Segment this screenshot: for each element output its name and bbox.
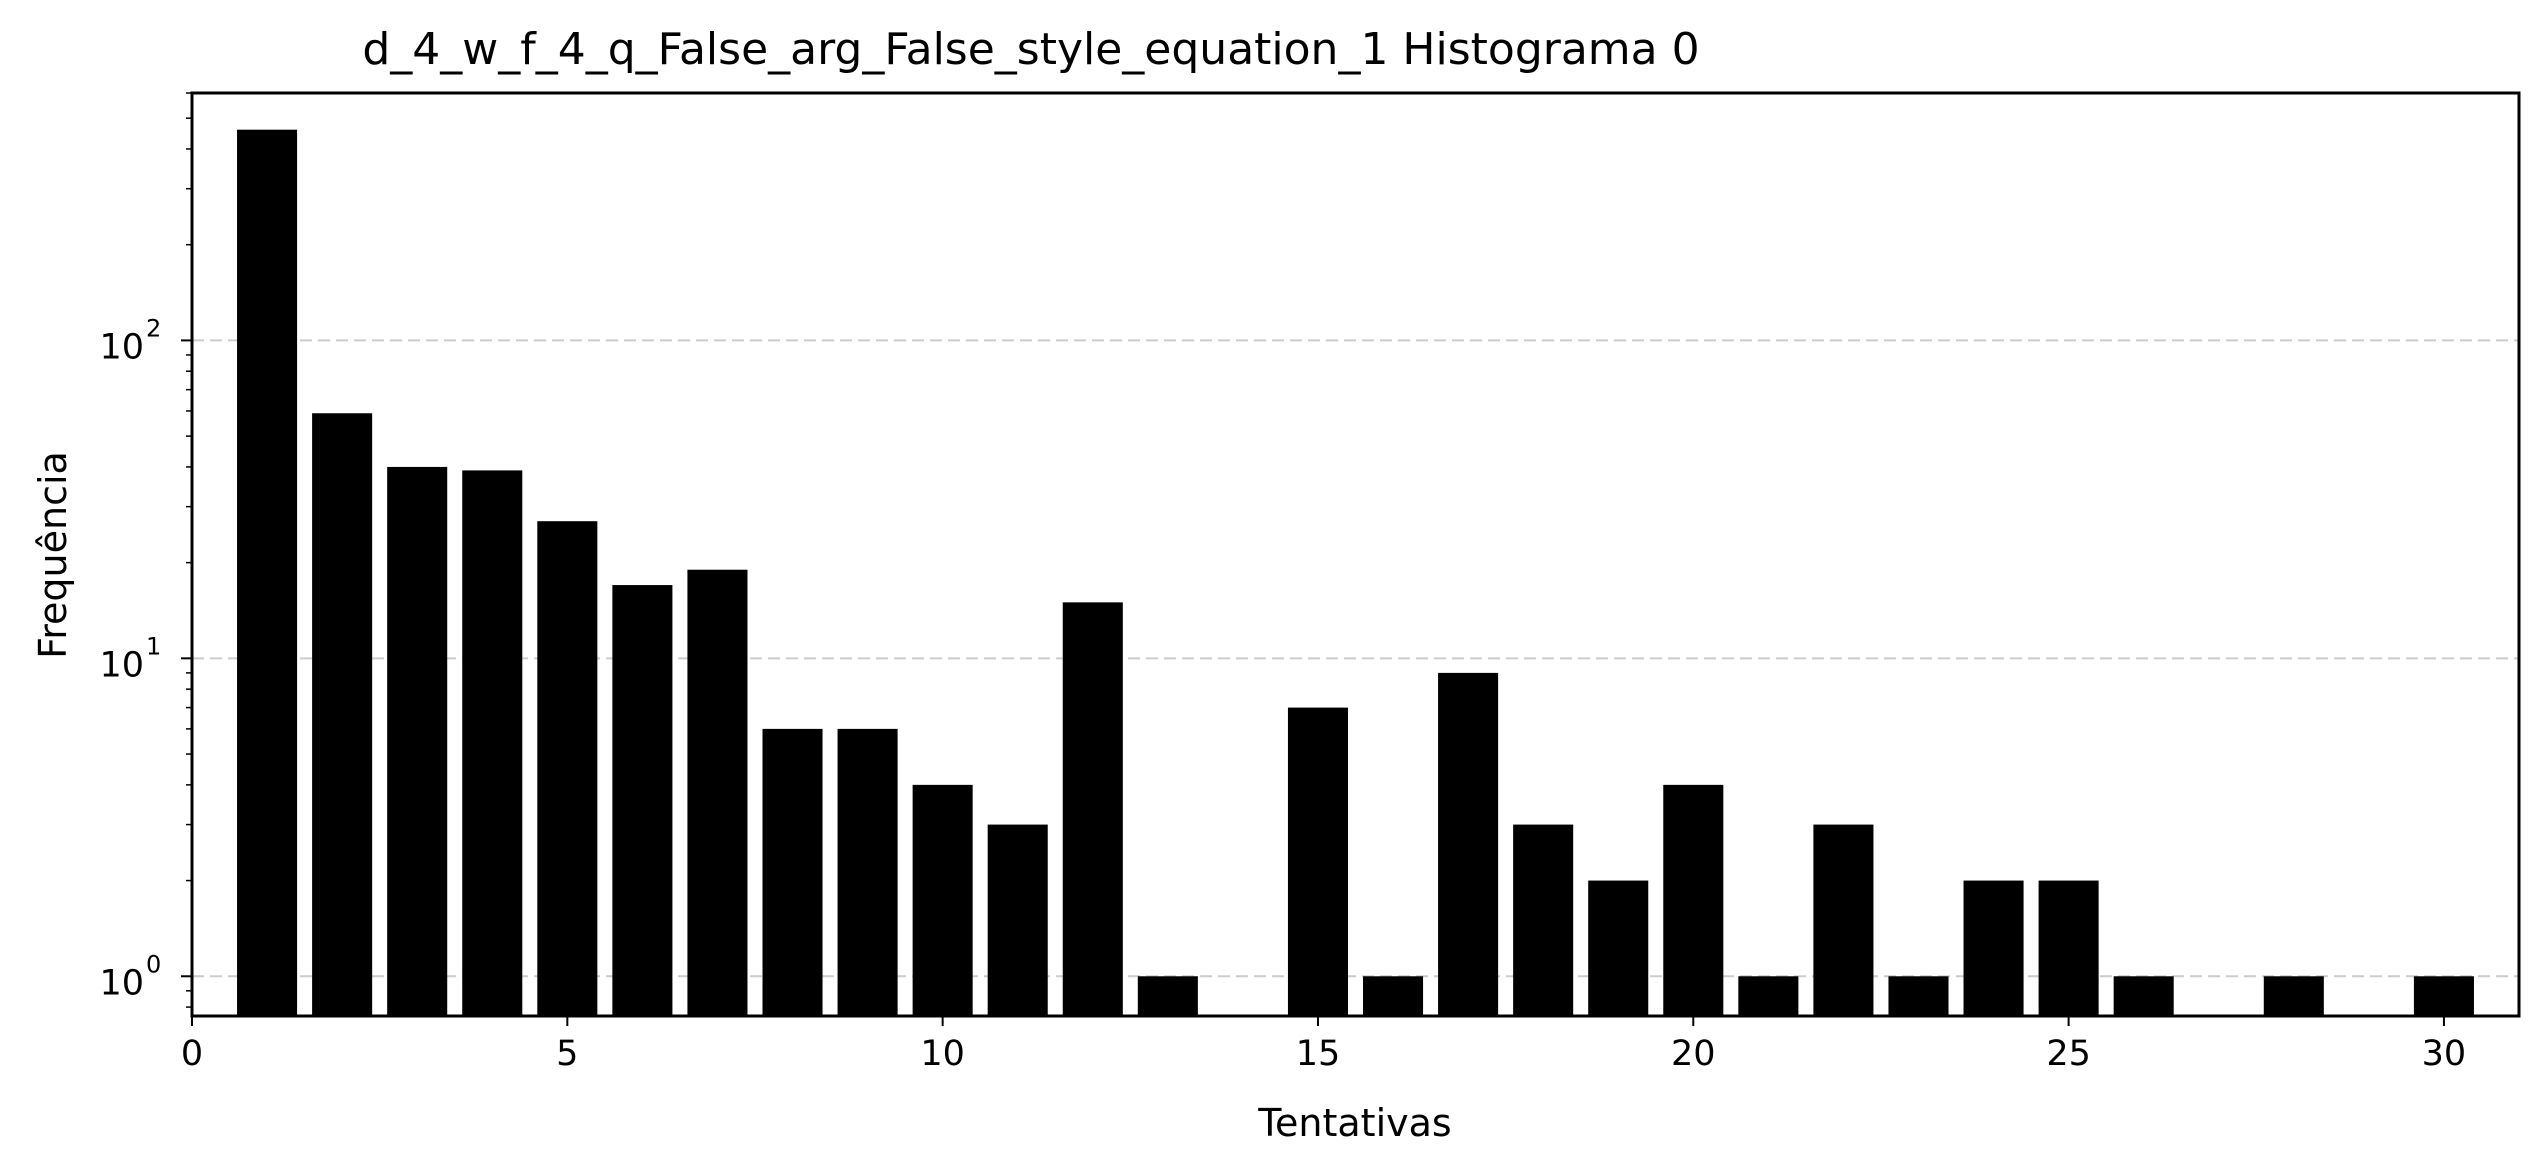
chart-title: d_4_w_f_4_q_False_arg_False_style_equati… [362, 24, 1699, 75]
y-tick-exponent: 1 [146, 632, 161, 660]
x-axis-ticks: 0 5 10 15 20 25 30 [181, 1016, 2466, 1074]
x-axis-label: Tentativas [1257, 1101, 1451, 1145]
y-tick-label: 10 [99, 645, 144, 685]
x-tick-label: 0 [181, 1034, 203, 1074]
bar-4 [462, 470, 523, 1016]
y-tick-label: 10 [99, 327, 144, 367]
x-tick-label: 15 [1296, 1034, 1341, 1074]
y-tick-label: 10 [99, 963, 144, 1003]
y-axis-label: Frequência [31, 451, 75, 659]
bar-17 [1438, 672, 1499, 1016]
x-tick-label: 5 [556, 1034, 578, 1074]
bar-6 [612, 585, 673, 1016]
bar-20 [1663, 784, 1724, 1016]
x-tick-label: 10 [920, 1034, 965, 1074]
bar-19 [1588, 880, 1649, 1016]
bar-26 [2113, 976, 2174, 1016]
bar-13 [1137, 976, 1198, 1016]
bar-8 [762, 728, 823, 1016]
x-tick-label: 25 [2046, 1034, 2091, 1074]
x-tick-label: 30 [2422, 1034, 2467, 1074]
bar-1 [237, 129, 298, 1016]
bar-3 [387, 466, 448, 1016]
bars [237, 129, 2474, 1016]
bar-18 [1513, 824, 1574, 1016]
y-tick-exponent: 0 [146, 950, 161, 978]
bar-30 [2413, 976, 2474, 1016]
bar-7 [687, 569, 748, 1016]
bar-16 [1363, 976, 1424, 1016]
y-tick-exponent: 2 [146, 314, 161, 342]
bar-5 [537, 521, 598, 1016]
bar-23 [1888, 976, 1949, 1016]
x-tick-label: 20 [1671, 1034, 1716, 1074]
plot-frame [190, 91, 2521, 1018]
bar-28 [2263, 976, 2324, 1016]
bar-9 [837, 728, 898, 1016]
bar-12 [1062, 602, 1123, 1016]
bar-2 [312, 413, 373, 1016]
bar-21 [1738, 976, 1799, 1016]
bar-25 [2038, 880, 2099, 1016]
bar-10 [912, 784, 973, 1016]
bar-22 [1813, 824, 1874, 1016]
bar-24 [1963, 880, 2024, 1016]
bar-15 [1287, 707, 1348, 1016]
bar-11 [987, 824, 1048, 1016]
